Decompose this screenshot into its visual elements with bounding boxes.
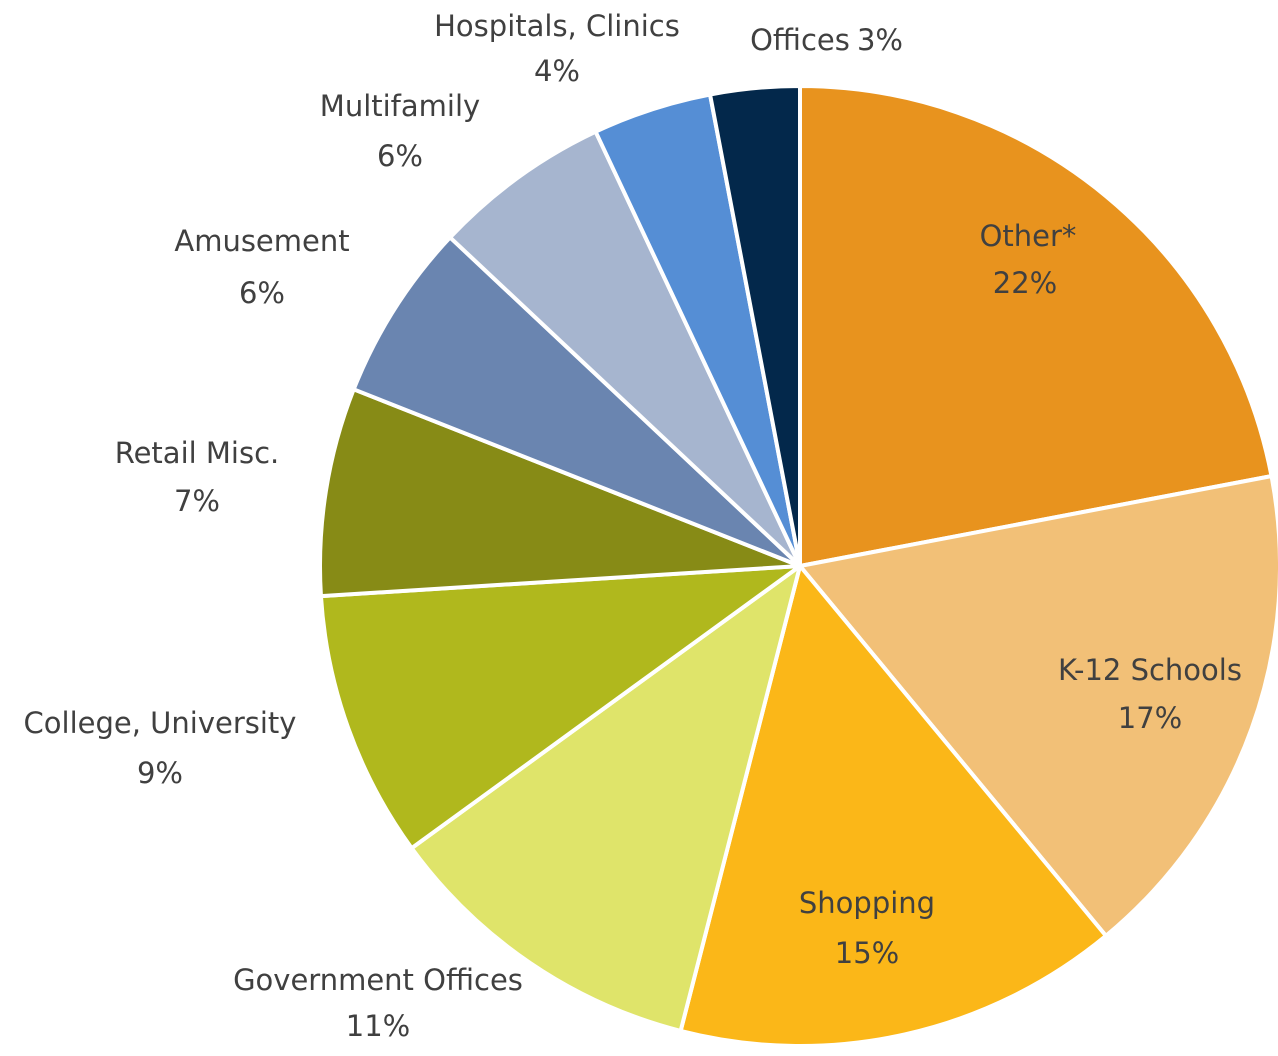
slice-category-label: Hospitals, Clinics bbox=[434, 9, 680, 43]
slice-category-label: K-12 Schools bbox=[1058, 653, 1242, 687]
pie-slice bbox=[409, 564, 802, 1033]
pie-slice bbox=[678, 564, 1108, 1048]
pie-slice bbox=[798, 84, 1274, 568]
slice-category-label: Offices bbox=[750, 23, 850, 57]
pie-slice bbox=[318, 387, 802, 599]
slice-value-label: 4% bbox=[534, 54, 580, 88]
pie-slice bbox=[351, 235, 802, 568]
pie-slice bbox=[798, 474, 1278, 938]
slice-category-label: Multifamily bbox=[320, 89, 480, 123]
slice-value-label: 6% bbox=[377, 139, 423, 173]
slice-value-label: 6% bbox=[239, 276, 285, 310]
slice-value-label: 11% bbox=[346, 1009, 410, 1043]
slice-value-label: 17% bbox=[1118, 701, 1182, 735]
slice-category-label: Other* bbox=[980, 219, 1077, 253]
slice-value-label: 3% bbox=[857, 23, 903, 57]
pie-slice bbox=[318, 564, 802, 851]
pie-slice bbox=[708, 84, 802, 568]
slice-value-label: 22% bbox=[993, 266, 1057, 300]
slice-category-label: Amusement bbox=[174, 224, 349, 258]
slice-category-label: Retail Misc. bbox=[115, 436, 280, 470]
slice-value-label: 9% bbox=[137, 756, 183, 790]
slice-value-label: 7% bbox=[174, 484, 220, 518]
slice-category-label: College, University bbox=[24, 706, 297, 740]
slice-category-label: Government Offices bbox=[233, 963, 523, 997]
slice-value-label: 15% bbox=[835, 936, 899, 970]
slice-category-label: Shopping bbox=[799, 886, 935, 920]
pie-slice bbox=[448, 129, 802, 568]
